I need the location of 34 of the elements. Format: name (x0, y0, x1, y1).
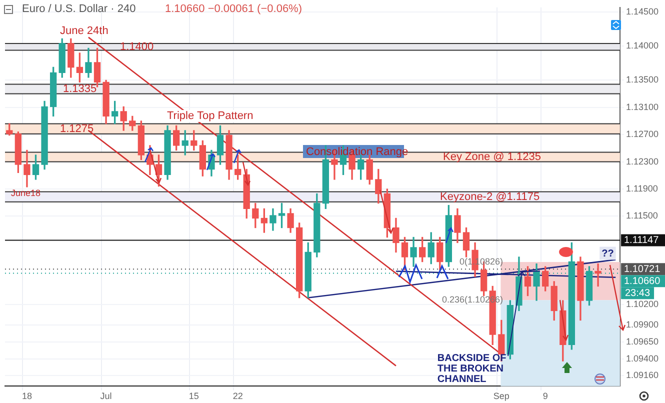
annotation: ?? (602, 248, 614, 260)
x-tick-label: 9 (542, 391, 548, 402)
y-tick-label: 1.11900 (626, 183, 658, 194)
y-tick-label: 1.12700 (626, 129, 659, 140)
annotation: Triple Top Pattern (167, 110, 254, 122)
y-tick-label: 1.12300 (626, 156, 659, 166)
ref-line-label: 1.11147 (624, 234, 660, 246)
chart-title: Euro / U.S. Dollar · 240 (22, 3, 136, 15)
candlestick (594, 263, 602, 287)
y-tick-label: 1.14000 (626, 40, 659, 51)
band-label: 1.1275 (60, 122, 94, 135)
text: 23:43 (625, 288, 650, 299)
band-label: 1.1400 (120, 40, 154, 53)
y-tick-label: 1.14500 (626, 6, 659, 17)
annotation: June 24th (60, 25, 108, 38)
y-tick-label: 1.10200 (626, 299, 659, 310)
ref-line-label: 1.10721 (624, 264, 661, 275)
band-label: Key Zone @ 1.1235 (443, 151, 542, 164)
y-tick-label: 1.13100 (626, 102, 659, 112)
x-tick-label: Sep (493, 391, 510, 402)
band-label: Keyzone-2 @1.1175 (440, 190, 540, 203)
band-label: 1.1335 (63, 83, 97, 96)
x-tick-label: 15 (188, 391, 199, 402)
x-tick-label: 18 (22, 391, 32, 402)
y-tick-label: 1.09900 (626, 319, 659, 330)
y-tick-label: 1.09650 (626, 336, 659, 346)
y-tick-label: 1.13500 (626, 74, 659, 85)
y-tick-label: 1.09400 (626, 353, 659, 364)
y-tick-label: 1.09160 (626, 370, 659, 380)
x-tick-label: 22 (232, 391, 243, 402)
chart-subtitle: 1.10660 −0.00061 (−0.06%) (165, 3, 302, 15)
y-tick-label: 1.11500 (626, 210, 658, 221)
x-tick-label: Jul (100, 391, 112, 402)
ref-line-label: 1.10660 (624, 276, 661, 287)
